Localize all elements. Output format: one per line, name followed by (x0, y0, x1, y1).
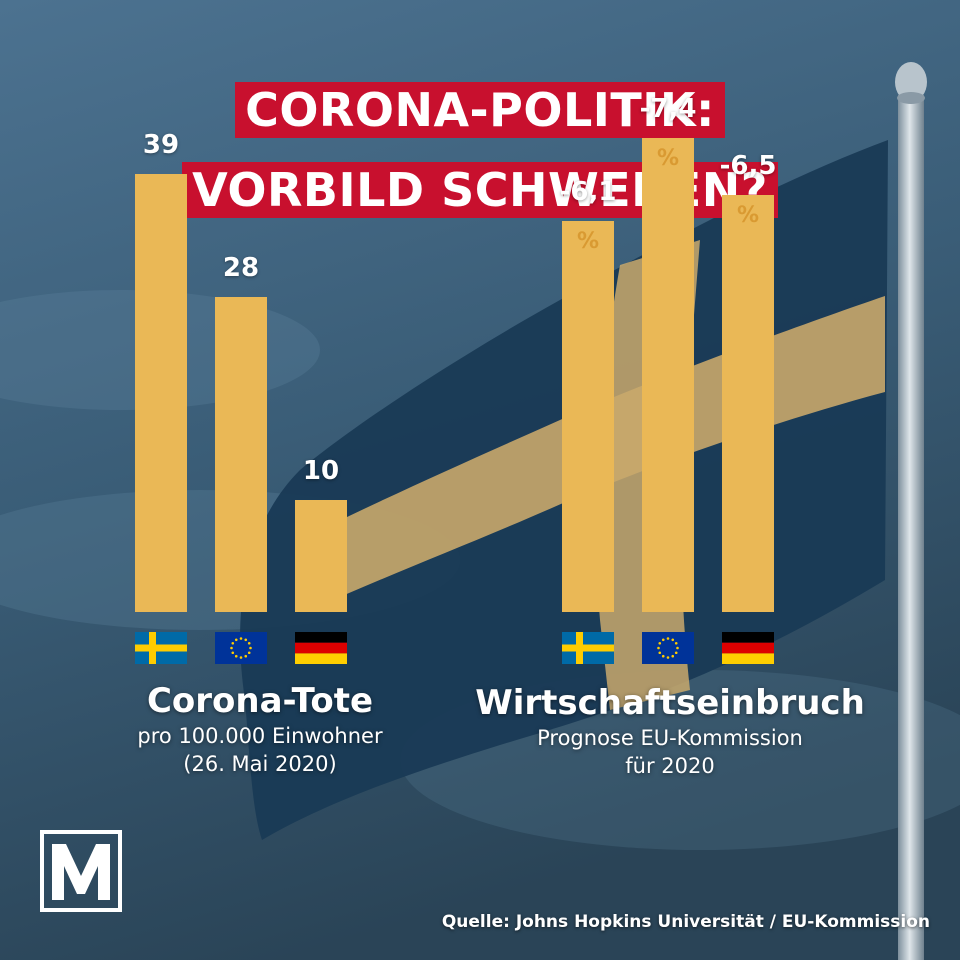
chart-0-bar-0 (135, 173, 187, 612)
flag-pole-finial (895, 62, 927, 102)
title-text-1: CORONA-POLITIK: (235, 82, 725, 138)
chart-0-value-label-1: 28 (222, 253, 260, 284)
left-chart-subtitle-1: pro 100.000 Einwohner (137, 724, 383, 748)
chart-1-value-label-1: -7,4 (639, 93, 697, 124)
left-chart-caption: Corona-Tote pro 100.000 Einwohner (26. M… (95, 680, 425, 778)
chart-1-unit-mark-0: % (576, 228, 600, 254)
chart-0-germany-flag-icon (295, 632, 347, 664)
chart-0-bar-1 (215, 297, 267, 612)
chart-0-value-label-0: 39 (142, 129, 180, 160)
chart-1-bar-2 (722, 195, 774, 612)
right-chart-subtitle-2: für 2020 (625, 754, 715, 778)
chart-1-value-label-0: -6,1 (559, 176, 617, 207)
chart-1-unit-mark-2: % (736, 203, 760, 229)
chart-0-value-label-2: 10 (302, 455, 340, 486)
left-chart-subtitle-2: (26. Mai 2020) (183, 752, 337, 776)
chart-1-bar-1 (642, 137, 694, 612)
chart-1-unit-mark-1: % (656, 145, 680, 171)
title-line-1: CORONA-POLITIK: (0, 82, 960, 138)
chart-0-sweden-flag-icon (135, 632, 187, 664)
chart-1-eu-flag-icon (642, 632, 694, 664)
chart-1-bar-0 (562, 220, 614, 612)
source-note: Quelle: Johns Hopkins Universität / EU-K… (441, 912, 930, 932)
chart-1-germany-flag-icon (722, 632, 774, 664)
right-chart-caption: Wirtschaftseinbruch Prognose EU-Kommissi… (455, 682, 885, 780)
flag-pole (898, 95, 924, 960)
right-chart-subtitle-1: Prognose EU-Kommission (537, 726, 803, 750)
chart-0-bar-2 (295, 499, 347, 612)
right-chart-title: Wirtschaftseinbruch (475, 683, 865, 723)
chart-0-eu-flag-icon (215, 632, 267, 664)
chart-1-value-label-2: -6,5 (719, 151, 777, 182)
left-chart-title: Corona-Tote (146, 681, 374, 721)
chart-1-sweden-flag-icon (562, 632, 614, 664)
publisher-logo: M (40, 830, 122, 912)
